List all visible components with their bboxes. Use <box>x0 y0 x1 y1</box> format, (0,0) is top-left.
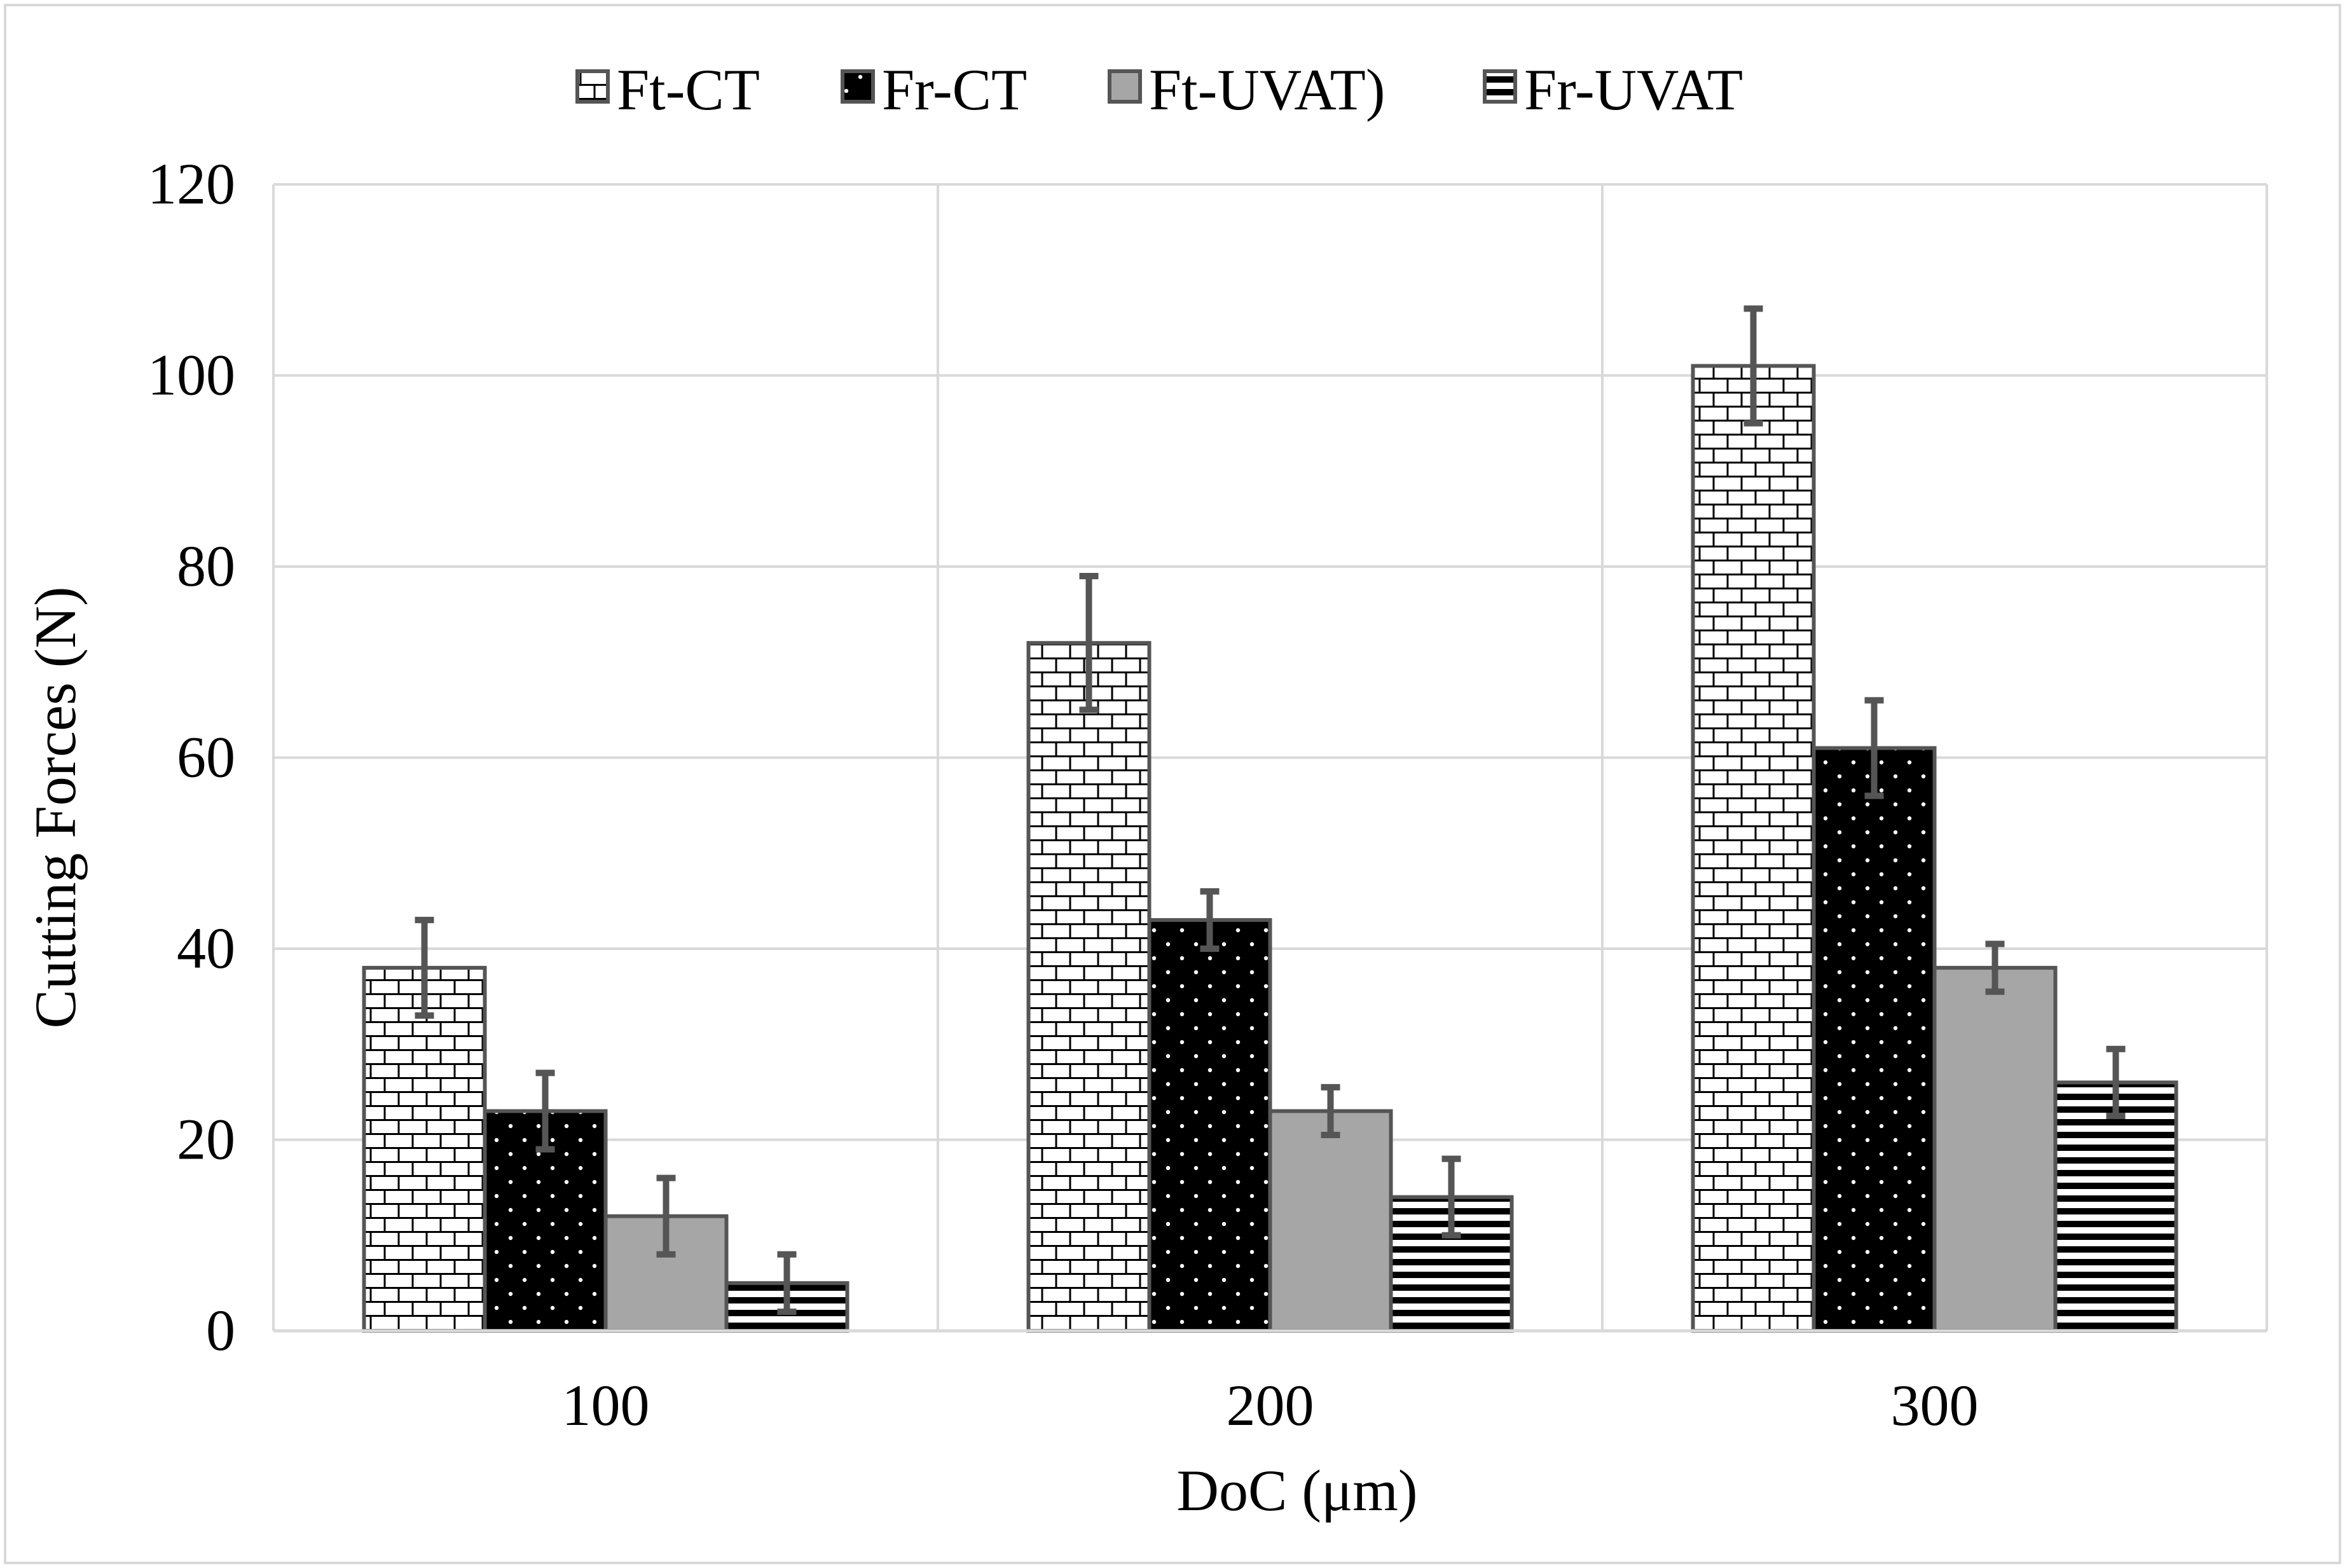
x-tick-label: 100 <box>562 1373 650 1438</box>
axes: 0 20 40 60 80 100 120 100 200 300 <box>148 151 2267 1438</box>
legend-label: Ft-UVAT) <box>1149 57 1385 122</box>
bar-ft-ct-200 <box>1026 641 1152 1333</box>
error-bars <box>415 305 2126 1315</box>
bar-ft-uvat-200 <box>1268 1109 1393 1333</box>
legend-label: Fr-CT <box>882 57 1027 122</box>
legend-swatch <box>841 69 875 104</box>
legend-swatch <box>1108 69 1142 104</box>
bar-fr-ct-300 <box>1812 746 1937 1333</box>
y-tick-label: 40 <box>177 916 235 980</box>
bar-fr-ct-200 <box>1147 918 1272 1333</box>
x-tick-label: 200 <box>1227 1373 1314 1438</box>
legend-swatch <box>575 69 610 104</box>
bar-ft-uvat-300 <box>1932 966 2058 1333</box>
bar-ft-ct-300 <box>1691 364 1816 1333</box>
y-tick-label: 20 <box>177 1107 235 1172</box>
y-axis-title: Cutting Forces (N) <box>23 586 88 1028</box>
x-tick-label: 300 <box>1891 1373 1979 1438</box>
y-tick-label: 80 <box>177 533 235 598</box>
legend-swatch <box>1483 69 1517 104</box>
bar-fr-uvat-300 <box>2053 1080 2178 1333</box>
legend: Ft-CT Fr-CT Ft-UVAT) Fr-UVAT <box>575 57 1743 122</box>
bar-ft-ct-100 <box>362 966 487 1333</box>
y-tick-label: 0 <box>206 1298 235 1363</box>
y-tick-label: 60 <box>177 725 235 790</box>
x-axis-title: DoC (μm) <box>1177 1458 1418 1523</box>
legend-label: Fr-UVAT <box>1524 57 1743 122</box>
y-tick-label: 100 <box>148 343 235 408</box>
y-tick-label: 120 <box>148 151 235 216</box>
legend-label: Ft-CT <box>617 57 760 122</box>
